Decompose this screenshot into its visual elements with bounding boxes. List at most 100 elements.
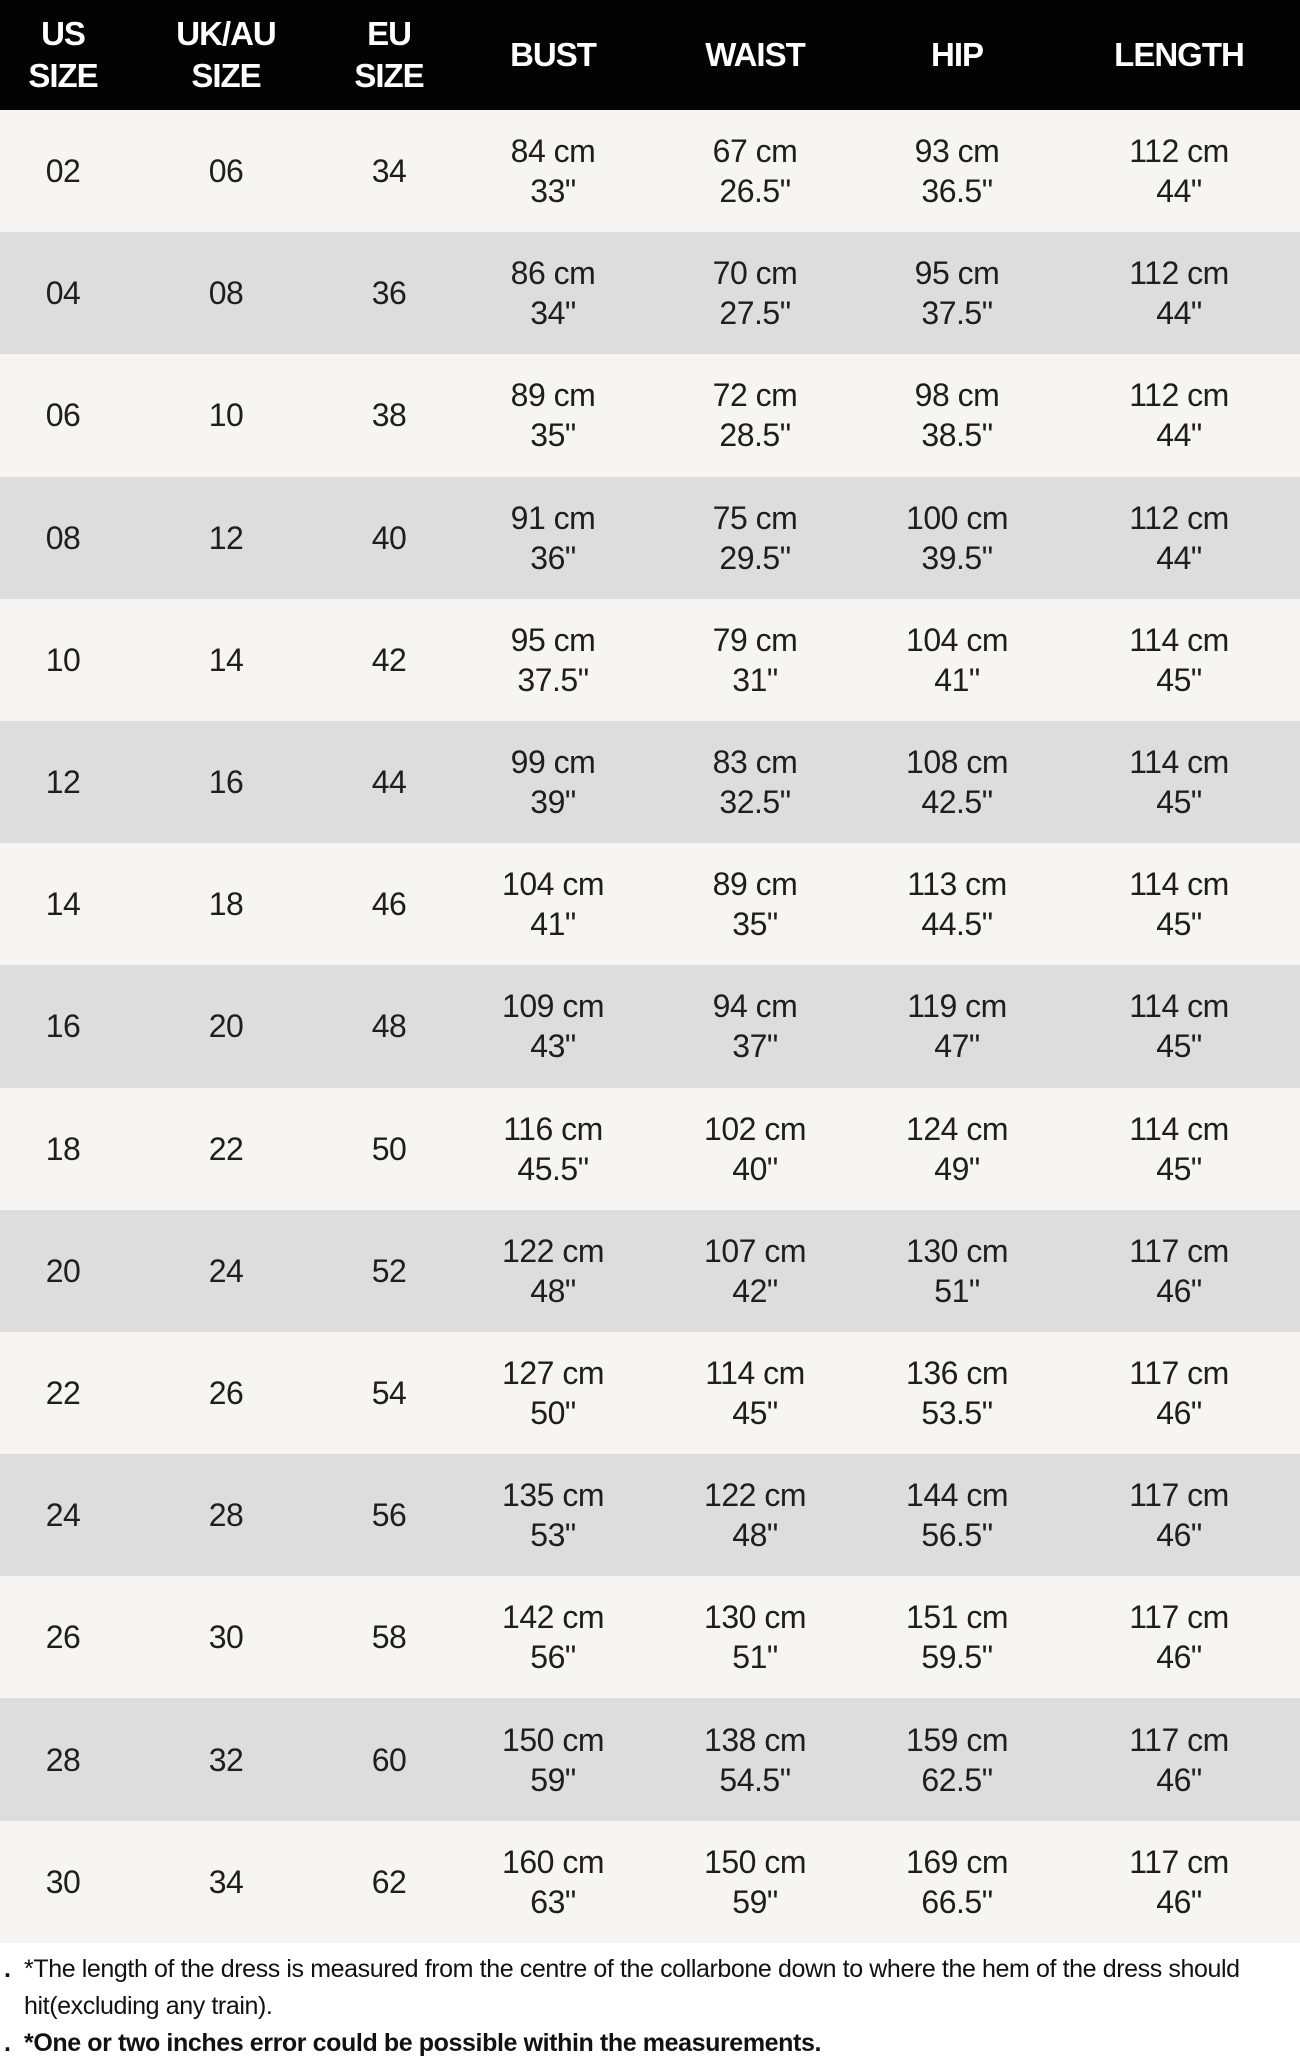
value-cm: 91 cm [510, 499, 596, 536]
cell-length: 112 cm 44" [1058, 131, 1300, 211]
header-hip: HIP [856, 34, 1058, 76]
value-cm: 112 cm [1129, 499, 1229, 536]
cell-us-size: 16 [45, 1008, 81, 1045]
value-cm: 159 cm [906, 1721, 1008, 1758]
table-row: 08 12 40 91 cm 36" 75 cm 29.5" 100 cm 39.5" 112 c… [0, 476, 1300, 599]
cell-uk-au-size: 14 [208, 641, 244, 678]
cell-bust: 116 cm 45.5" [452, 1109, 654, 1189]
header-uk-au-size: UK/AU SIZE [126, 13, 326, 97]
cell-length: 117 cm 46" [1058, 1842, 1300, 1922]
value-inches: 45" [1156, 1028, 1202, 1065]
cell-us-size: 24 [45, 1497, 81, 1534]
table-row: 06 10 38 89 cm 35" 72 cm 28.5" 98 cm 38.5" 112 cm… [0, 354, 1300, 477]
header-bust: BUST [452, 34, 654, 76]
cell-bust: 86 cm 34" [452, 253, 654, 333]
cell-bust: 109 cm 43" [452, 986, 654, 1066]
value-cm: 136 cm [906, 1354, 1008, 1391]
cell-us-size: 14 [45, 886, 81, 923]
cell-us-size: 20 [45, 1252, 81, 1289]
cell-hip: 159 cm 62.5" [856, 1720, 1058, 1800]
value-cm: 117 cm [1129, 1354, 1229, 1391]
cell-bust: 91 cm 36" [452, 498, 654, 578]
cell-eu-size: 38 [371, 397, 407, 434]
value-cm: 113 cm [907, 866, 1007, 903]
value-inches: 45" [1156, 906, 1202, 943]
cell-hip: 169 cm 66.5" [856, 1842, 1058, 1922]
cell-uk-au-size: 34 [208, 1863, 244, 1900]
table-row: 18 22 50 116 cm 45.5" 102 cm 40" 124 cm 49" 114 c… [0, 1087, 1300, 1210]
cell-waist: 72 cm 28.5" [654, 375, 856, 455]
value-cm: 114 cm [1129, 988, 1229, 1025]
cell-waist: 102 cm 40" [654, 1109, 856, 1189]
cell-waist: 150 cm 59" [654, 1842, 856, 1922]
cell-us-size: 22 [45, 1374, 81, 1411]
cell-uk-au-size: 22 [208, 1130, 244, 1167]
cell-waist: 114 cm 45" [654, 1353, 856, 1433]
value-cm: 112 cm [1129, 377, 1229, 414]
value-inches: 48" [732, 1517, 778, 1554]
cell-eu-size: 40 [371, 519, 407, 556]
value-inches: 42" [732, 1272, 778, 1309]
value-cm: 109 cm [502, 988, 604, 1025]
value-inches: 45" [1156, 661, 1202, 698]
value-cm: 130 cm [704, 1599, 806, 1636]
cell-bust: 104 cm 41" [452, 864, 654, 944]
cell-us-size: 28 [45, 1741, 81, 1778]
value-inches: 35" [530, 417, 576, 454]
cell-hip: 93 cm 36.5" [856, 131, 1058, 211]
cell-us-size: 30 [45, 1863, 81, 1900]
cell-uk-au-size: 06 [208, 153, 244, 190]
value-inches: 38.5" [921, 417, 993, 454]
cell-uk-au-size: 32 [208, 1741, 244, 1778]
cell-eu-size: 42 [371, 641, 407, 678]
cell-waist: 75 cm 29.5" [654, 498, 856, 578]
value-inches: 66.5" [921, 1883, 993, 1920]
cell-hip: 113 cm 44.5" [856, 864, 1058, 944]
cell-eu-size: 34 [371, 153, 407, 190]
value-cm: 122 cm [704, 1477, 806, 1514]
value-cm: 117 cm [1129, 1599, 1229, 1636]
cell-waist: 138 cm 54.5" [654, 1720, 856, 1800]
value-cm: 98 cm [914, 377, 1000, 414]
table-row: 22 26 54 127 cm 50" 114 cm 45" 136 cm 53.5" 117 c… [0, 1331, 1300, 1455]
cell-hip: 104 cm 41" [856, 620, 1058, 700]
value-cm: 127 cm [502, 1354, 604, 1391]
value-inches: 34" [530, 295, 576, 332]
value-inches: 36" [530, 539, 576, 576]
header-label: EU [367, 15, 412, 52]
value-cm: 150 cm [502, 1721, 604, 1758]
cell-length: 114 cm 45" [1058, 1109, 1300, 1189]
cell-length: 112 cm 44" [1058, 253, 1300, 333]
value-cm: 151 cm [906, 1599, 1008, 1636]
value-inches: 27.5" [719, 295, 791, 332]
value-cm: 117 cm [1129, 1721, 1229, 1758]
cell-bust: 99 cm 39" [452, 742, 654, 822]
cell-uk-au-size: 12 [208, 519, 244, 556]
value-cm: 135 cm [502, 1477, 604, 1514]
value-inches: 46" [1156, 1639, 1202, 1676]
value-cm: 117 cm [1129, 1843, 1229, 1880]
cell-length: 114 cm 45" [1058, 620, 1300, 700]
cell-eu-size: 54 [371, 1374, 407, 1411]
header-waist: WAIST [654, 34, 856, 76]
value-inches: 29.5" [719, 539, 791, 576]
value-cm: 112 cm [1129, 255, 1229, 292]
table-body: 02 06 34 84 cm 33" 67 cm 26.5" 93 cm 36.5" 112 cm… [0, 110, 1300, 1943]
value-inches: 51" [934, 1272, 980, 1309]
value-inches: 42.5" [921, 784, 993, 821]
value-inches: 39" [530, 784, 576, 821]
value-inches: 41" [530, 906, 576, 943]
cell-waist: 94 cm 37" [654, 986, 856, 1066]
cell-eu-size: 56 [371, 1497, 407, 1534]
cell-waist: 79 cm 31" [654, 620, 856, 700]
cell-uk-au-size: 16 [208, 764, 244, 801]
value-inches: 41" [934, 661, 980, 698]
cell-waist: 67 cm 26.5" [654, 131, 856, 211]
header-label: BUST [510, 36, 597, 73]
note-text: *One or two inches error could be possib… [24, 2028, 821, 2057]
value-inches: 46" [1156, 1761, 1202, 1798]
value-cm: 116 cm [503, 1110, 603, 1147]
value-inches: 40" [732, 1150, 778, 1187]
cell-us-size: 02 [45, 153, 81, 190]
value-inches: 26.5" [719, 173, 791, 210]
